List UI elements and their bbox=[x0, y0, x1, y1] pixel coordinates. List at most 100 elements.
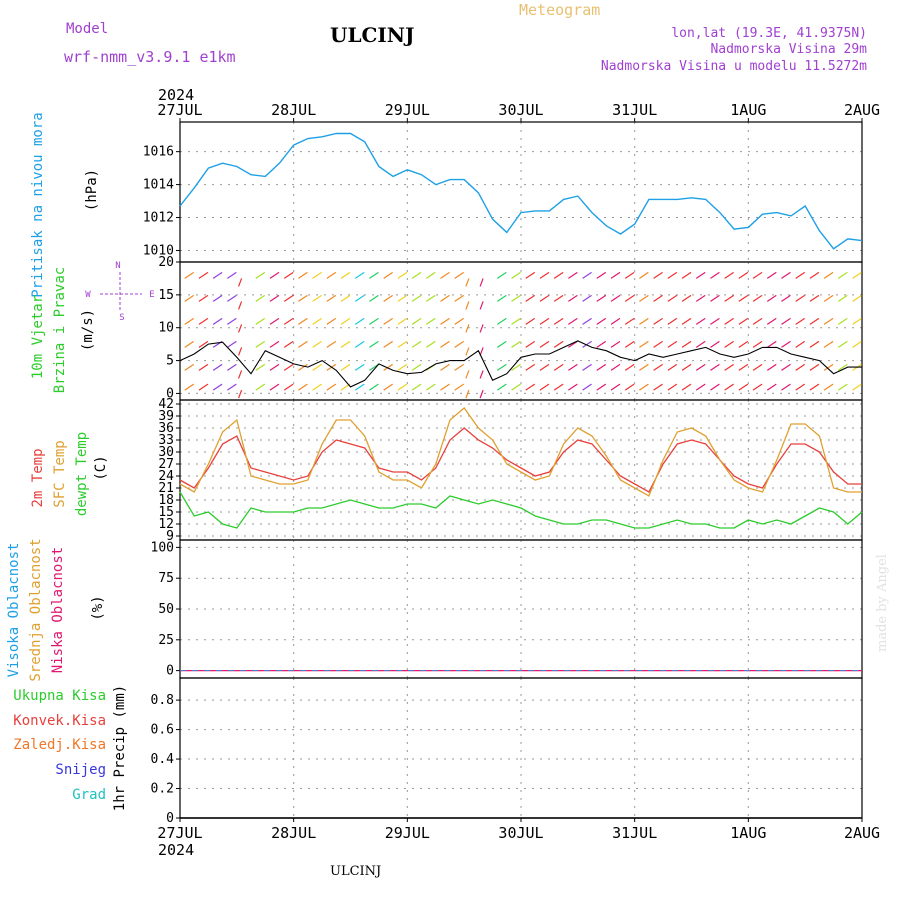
wind-arrow bbox=[411, 317, 422, 325]
wind-arrow bbox=[425, 294, 436, 302]
pressure-frame bbox=[179, 121, 863, 263]
wind-arrow bbox=[397, 317, 408, 325]
wind-arrow bbox=[695, 294, 706, 302]
wind-arrow bbox=[695, 317, 706, 325]
wind-arrow bbox=[340, 271, 351, 279]
wind-arrow bbox=[837, 271, 848, 279]
temp-tick-label: 12 bbox=[158, 517, 174, 532]
wind-arrow bbox=[411, 271, 422, 279]
wind-arrow bbox=[610, 383, 621, 391]
cloud-frame bbox=[179, 539, 863, 679]
wind-arrow bbox=[269, 294, 280, 302]
wind-arrow bbox=[465, 324, 470, 333]
wind-arrow bbox=[795, 317, 806, 325]
wind-arrow bbox=[238, 347, 243, 356]
wind-arrow bbox=[440, 383, 450, 391]
wind-arrow bbox=[326, 340, 337, 348]
footer-station: ULCINJ bbox=[330, 864, 381, 879]
wind-arrow bbox=[298, 383, 308, 391]
wind-arrow bbox=[369, 340, 379, 348]
cloud-panel: 0 25 50 75 100 bbox=[151, 539, 863, 679]
wind-arrow bbox=[283, 294, 294, 302]
wind-tick-label: 15 bbox=[158, 288, 174, 303]
wind-arrow bbox=[823, 317, 834, 325]
wind-arrow bbox=[454, 340, 465, 348]
wind-arrow bbox=[695, 340, 706, 348]
wind-arrow bbox=[738, 271, 749, 279]
temp-frame bbox=[179, 399, 863, 541]
wind-arrow bbox=[283, 340, 294, 348]
temp-tick-label: 42 bbox=[158, 397, 174, 412]
wind-arrow bbox=[198, 317, 209, 325]
panels: 1010101210141016051015209121518212427303… bbox=[143, 121, 863, 826]
wind-arrow bbox=[809, 340, 820, 348]
wind-arrow bbox=[795, 383, 806, 391]
pressure-tick-label: 1012 bbox=[143, 211, 174, 226]
wind-arrow bbox=[582, 317, 592, 325]
wind-arrow bbox=[553, 383, 564, 391]
wind-arrow bbox=[511, 294, 521, 302]
cloud-label-1: Visoka Oblacnost bbox=[6, 543, 22, 678]
wind-arrow bbox=[479, 301, 484, 310]
wind-arrow bbox=[312, 294, 322, 302]
model-elevation: Nadmorska Visina u modelu 11.5272m bbox=[601, 59, 867, 74]
wind-arrow bbox=[397, 294, 408, 302]
wind-arrow bbox=[681, 294, 692, 302]
temp-label-3: dewpt Temp bbox=[74, 432, 90, 516]
wind-arrow bbox=[766, 317, 777, 325]
wind-arrow bbox=[369, 271, 379, 279]
temp-label-1: 2m Temp bbox=[30, 448, 46, 507]
wind-arrow bbox=[752, 363, 763, 371]
wind-arrow bbox=[596, 294, 607, 302]
wind-arrow bbox=[212, 317, 223, 325]
wind-arrow bbox=[269, 271, 280, 279]
wind-arrow bbox=[354, 271, 365, 279]
wind-arrow bbox=[539, 340, 550, 348]
wind-arrow bbox=[425, 383, 436, 391]
wind-arrow bbox=[752, 317, 763, 325]
wind-arrow bbox=[837, 363, 848, 371]
wind-arrow bbox=[553, 271, 564, 279]
pressure-tick-label: 1014 bbox=[143, 178, 174, 193]
wind-arrow bbox=[525, 271, 536, 279]
wind-arrow bbox=[340, 294, 351, 302]
wind-arrow bbox=[511, 383, 521, 391]
wind-arrow bbox=[766, 294, 777, 302]
wind-arrow bbox=[525, 340, 536, 348]
wind-arrow bbox=[312, 271, 322, 279]
wind-arrow bbox=[738, 363, 749, 371]
pressure-series-line bbox=[179, 132, 863, 250]
wind-arrow bbox=[269, 363, 280, 371]
wind-arrow bbox=[568, 340, 578, 348]
wind-arrow bbox=[354, 294, 365, 302]
wind-arrow bbox=[766, 340, 777, 348]
wind-arrow bbox=[425, 340, 436, 348]
wind-arrow bbox=[795, 340, 806, 348]
wind-arrow bbox=[255, 363, 266, 371]
wind-arrow bbox=[411, 383, 422, 391]
precip-legend: Ukupna Kisa Konvek.Kisa Zaledj.Kisa Snijeg G… bbox=[13, 688, 106, 803]
wind-arrow bbox=[255, 317, 266, 325]
wind-arrow bbox=[624, 340, 635, 348]
wind-arrow bbox=[653, 271, 663, 279]
model-name: wrf-nmm_v3.9.1 e1km bbox=[64, 48, 236, 66]
x-tick-label-top: 28JUL bbox=[271, 101, 316, 119]
temp-tick-label: 33 bbox=[158, 433, 174, 448]
wind-arrow bbox=[667, 383, 678, 391]
wind-arrow bbox=[539, 363, 550, 371]
wind-arrow bbox=[440, 340, 450, 348]
wind-arrow bbox=[238, 389, 243, 399]
wind-arrow bbox=[766, 271, 777, 279]
pressure-unit: (hPa) bbox=[84, 169, 100, 211]
x-tick-label-bottom: 28JUL bbox=[271, 824, 316, 842]
wind-arrow bbox=[238, 370, 243, 379]
precip-legend-item: Konvek.Kisa bbox=[13, 713, 106, 729]
wind-arrow bbox=[269, 340, 280, 348]
wind-arrow bbox=[479, 278, 484, 287]
wind-arrow bbox=[326, 294, 337, 302]
wind-arrow bbox=[809, 271, 820, 279]
wind-arrow bbox=[383, 340, 393, 348]
wind-arrow bbox=[227, 294, 237, 302]
wind-arrow bbox=[255, 294, 266, 302]
